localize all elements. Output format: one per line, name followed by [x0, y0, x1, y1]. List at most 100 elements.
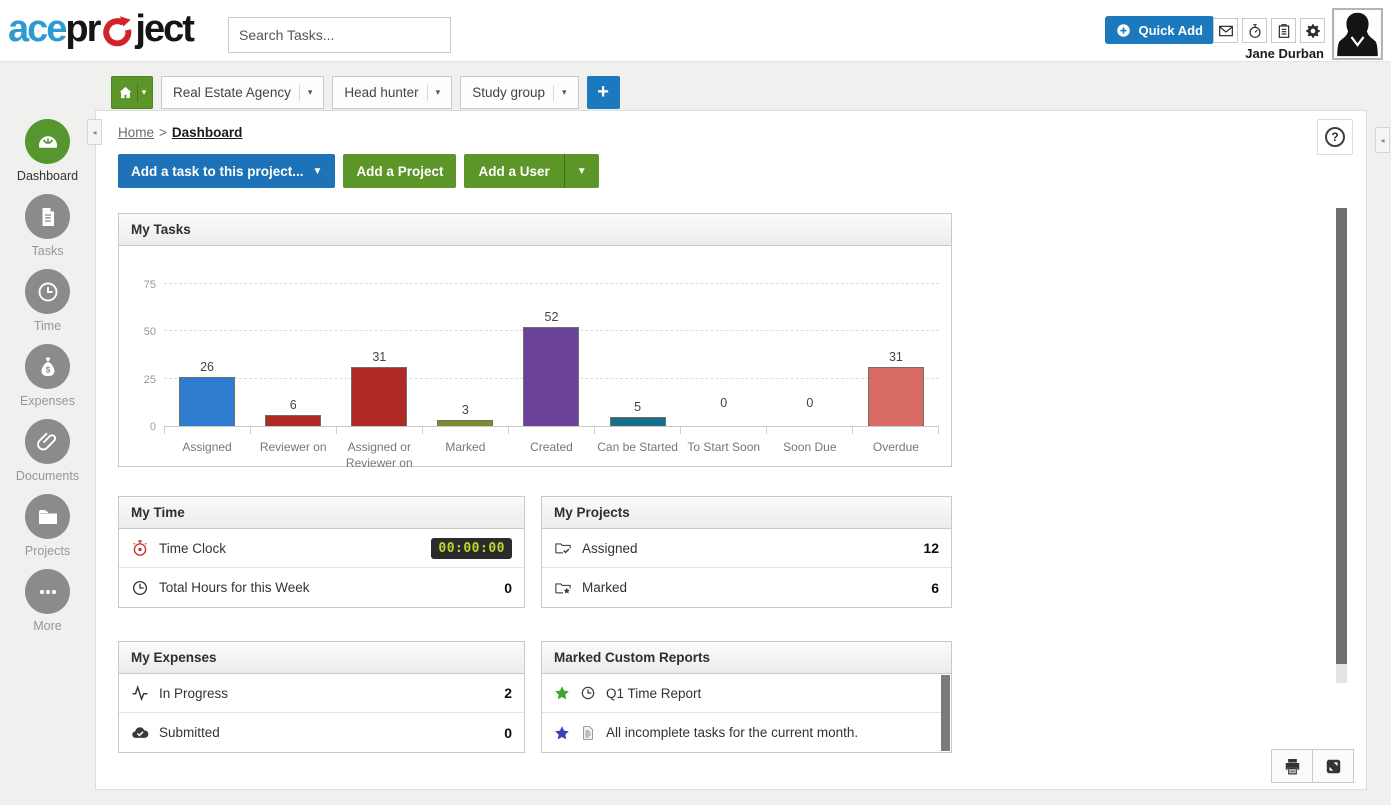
bar-value-label: 31	[372, 350, 387, 365]
stopwatch-icon	[1247, 23, 1263, 39]
star-icon	[554, 725, 570, 741]
search-input[interactable]	[228, 17, 451, 53]
sidebar-item-projects[interactable]: Projects	[0, 494, 95, 558]
panel-row[interactable]: In Progress 2	[119, 674, 524, 713]
panel-row[interactable]: Marked 6	[542, 568, 951, 607]
panel-row[interactable]: Submitted 0	[119, 713, 524, 752]
star-icon	[554, 685, 570, 701]
my-tasks-panel: My Tasks 0 25 50 75 26 6 31 3 52 5 0 0 31 Assigned Re…	[118, 213, 952, 470]
my-time-title: My Time	[119, 497, 524, 529]
chart-bar-1: 26	[164, 360, 250, 426]
breadcrumb-current[interactable]: Dashboard	[171, 125, 243, 140]
project-tab-2[interactable]: Head hunter ▾	[332, 76, 453, 109]
expand-icon	[1324, 757, 1343, 776]
sidebar-item-documents[interactable]: Documents	[0, 419, 95, 483]
main-scrollbar-track	[1336, 664, 1347, 683]
sidebar-item-label: Time	[33, 319, 62, 333]
report-row[interactable]: All incomplete tasks for the current mon…	[542, 713, 951, 752]
home-tab[interactable]: ▾	[111, 76, 153, 109]
project-tabbar: ▾ Real Estate Agency ▾ Head hunter ▾ Study g…	[111, 76, 620, 109]
paperclip-icon	[25, 419, 70, 464]
main-scrollbar-thumb[interactable]	[1336, 208, 1347, 664]
category-label: Assigned	[182, 440, 232, 454]
chart-bar-5: 52	[508, 310, 594, 426]
reports-rows: Q1 Time Report All incomplete tasks for t…	[542, 674, 951, 752]
category-label: Marked	[445, 440, 486, 454]
gear-button[interactable]	[1300, 18, 1325, 43]
chart-ticks	[164, 427, 939, 434]
marked-custom-reports-title: Marked Custom Reports	[542, 642, 951, 674]
chevron-down-icon[interactable]: ▾	[141, 87, 147, 97]
bar-value-label: 0	[720, 396, 728, 410]
project-tab-1[interactable]: Real Estate Agency ▾	[161, 76, 325, 109]
avatar[interactable]	[1332, 8, 1383, 60]
bar	[867, 367, 924, 426]
quick-add-button[interactable]: Quick Add	[1105, 16, 1214, 44]
quick-add-label: Quick Add	[1138, 22, 1203, 38]
collapse-rightbar-button[interactable]: ◂	[1375, 127, 1390, 153]
bar	[179, 376, 236, 426]
category-label: Soon Due	[783, 440, 837, 454]
sidebar-item-tasks[interactable]: Tasks	[0, 194, 95, 258]
sidebar-item-time[interactable]: Time	[0, 269, 95, 333]
sidebar-item-dashboard[interactable]: Dashboard	[0, 119, 95, 183]
add-project-tab-button[interactable]: +	[586, 76, 620, 109]
circle-plus-icon	[1116, 23, 1131, 38]
sidebar-item-expenses[interactable]: $ Expenses	[0, 344, 95, 408]
sidebar: Dashboard Tasks Time $ Expenses Documents Proj…	[0, 110, 95, 644]
chart-gridline	[164, 282, 939, 284]
logo-pr: pr	[65, 8, 101, 50]
action-buttons: Add a task to this project... ▼ Add a Pr…	[118, 154, 599, 188]
mail-button[interactable]	[1213, 18, 1238, 43]
stopwatch-button[interactable]	[1242, 18, 1267, 43]
my-expenses-panel: My Expenses In Progress 2 Submitted 0	[118, 641, 525, 753]
my-projects-rows: Assigned 12 Marked 6	[542, 529, 951, 607]
add-task-label: Add a task to this project...	[131, 163, 304, 179]
panel-row[interactable]: Time Clock 00:00:00	[119, 529, 524, 568]
expand-button[interactable]	[1312, 749, 1354, 783]
chart-bar-7: 0	[681, 396, 767, 426]
chevron-down-icon[interactable]: ▾	[307, 87, 313, 97]
report-row[interactable]: Q1 Time Report	[542, 674, 951, 713]
y-axis-label: 50	[143, 326, 156, 338]
moneybag-icon: $	[25, 344, 70, 389]
bar	[523, 327, 580, 426]
chevron-down-icon[interactable]: ▾	[435, 87, 441, 97]
print-button[interactable]	[1271, 749, 1313, 783]
add-project-button[interactable]: Add a Project	[343, 154, 457, 188]
row-value: 00:00:00	[431, 537, 512, 559]
clipboard-button[interactable]	[1271, 18, 1296, 43]
help-button[interactable]: ?	[1317, 119, 1353, 155]
category-label: Reviewer on	[259, 440, 327, 454]
category-label: Assigned or Reviewer on	[345, 440, 413, 470]
footer-buttons	[1271, 749, 1354, 783]
chevron-down-icon[interactable]: ▾	[562, 87, 567, 97]
my-expenses-rows: In Progress 2 Submitted 0	[119, 674, 524, 752]
reports-scrollbar[interactable]	[941, 675, 950, 751]
home-tab-divider	[136, 83, 138, 102]
main-content: ◂ Home > Dashboard Add a task to this proj…	[87, 110, 1367, 790]
my-expenses-title: My Expenses	[119, 642, 524, 674]
sidebar-item-more[interactable]: More	[0, 569, 95, 633]
panel-row[interactable]: Assigned 12	[542, 529, 951, 568]
add-user-dropdown[interactable]: ▼	[563, 154, 599, 188]
clock-icon	[580, 685, 596, 701]
clipboard-icon	[1276, 23, 1292, 39]
panel-row[interactable]: Total Hours for this Week 0	[119, 568, 524, 607]
chart-tick	[681, 427, 767, 434]
collapse-sidebar-button[interactable]: ◂	[87, 119, 102, 145]
my-tasks-title: My Tasks	[119, 214, 951, 246]
pulse-icon	[131, 684, 149, 702]
add-task-button[interactable]: Add a task to this project... ▼	[118, 154, 336, 188]
chart-bar-8: 0	[767, 396, 853, 426]
project-tab-3[interactable]: Study group ▾	[460, 76, 579, 109]
add-user-button[interactable]: Add a User ▼	[464, 154, 599, 188]
project-tab-label: Study group	[472, 85, 546, 100]
row-label: Assigned	[582, 540, 638, 556]
row-label: Marked	[582, 580, 628, 595]
add-user-label[interactable]: Add a User	[478, 163, 550, 179]
breadcrumb-home-link[interactable]: Home	[118, 125, 155, 140]
bar	[609, 416, 666, 426]
chart-tick	[164, 427, 251, 434]
